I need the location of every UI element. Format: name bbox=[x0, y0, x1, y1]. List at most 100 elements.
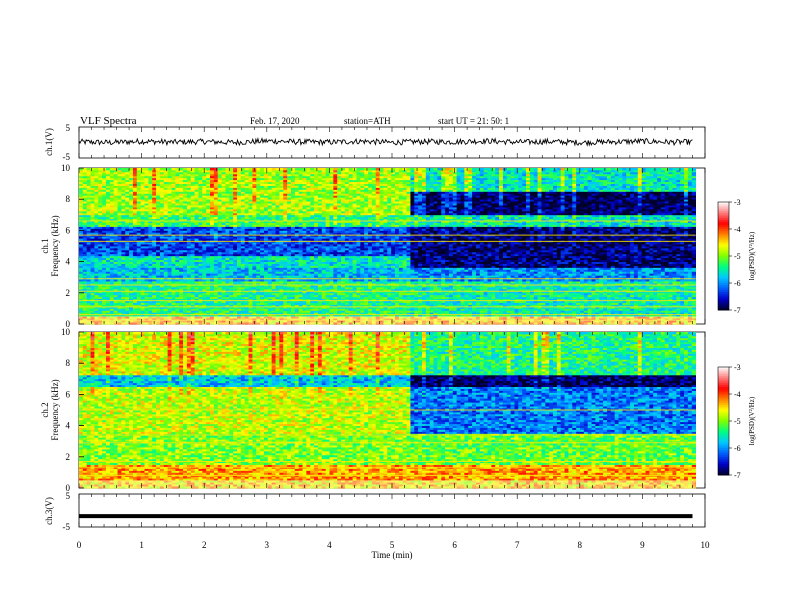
spectrogram-cell bbox=[94, 279, 99, 282]
spectrogram-cell bbox=[125, 246, 130, 249]
spectrogram-cell bbox=[136, 279, 142, 282]
spectrogram-cell bbox=[167, 207, 172, 210]
spectrogram-cell bbox=[86, 220, 91, 223]
spectrogram-cell bbox=[148, 312, 153, 315]
spectrogram-cell bbox=[125, 306, 130, 309]
spectrogram-cell bbox=[113, 228, 118, 231]
spectrogram-cell bbox=[206, 292, 211, 296]
spectrogram-cell bbox=[136, 191, 142, 194]
spectrogram-cell bbox=[183, 197, 188, 200]
spectrogram-cell bbox=[129, 271, 134, 274]
spectrogram-cell bbox=[248, 253, 253, 257]
spectrogram-cell bbox=[163, 189, 169, 192]
spectrogram-cell bbox=[113, 220, 118, 223]
spectrogram-cell bbox=[102, 283, 107, 286]
spectrogram-cell bbox=[140, 185, 145, 188]
spectrogram-cell bbox=[248, 232, 253, 235]
spectrogram-cell bbox=[186, 302, 192, 305]
spectrogram-cell bbox=[105, 286, 111, 290]
spectrogram-cell bbox=[256, 244, 261, 247]
spectrogram-cell bbox=[167, 251, 172, 255]
spectrogram-cell bbox=[121, 171, 126, 175]
spectrogram-cell bbox=[175, 169, 180, 173]
spectrogram-cell bbox=[198, 290, 203, 294]
spectrogram-cell bbox=[190, 201, 196, 204]
spectrogram-cell bbox=[179, 275, 184, 278]
spectrogram-cell bbox=[171, 288, 176, 292]
spectrogram-cell bbox=[252, 230, 257, 233]
spectrogram-cell bbox=[144, 308, 149, 311]
spectrogram-cell bbox=[233, 193, 238, 196]
spectrogram-cell bbox=[256, 230, 261, 233]
spectrogram-cell bbox=[125, 312, 130, 315]
spectrogram-cell bbox=[148, 316, 153, 319]
spectrogram-cell bbox=[206, 288, 211, 292]
spectrogram-cell bbox=[248, 318, 253, 321]
spectrogram-cell bbox=[109, 300, 115, 303]
spectrogram-cell bbox=[175, 290, 180, 294]
spectrogram-cell bbox=[113, 314, 118, 317]
spectrogram-cell bbox=[144, 246, 149, 249]
spectrogram-cell bbox=[171, 302, 176, 305]
spectrogram-cell bbox=[225, 310, 230, 313]
spectrogram-cell bbox=[248, 238, 253, 241]
spectrogram-cell bbox=[179, 222, 184, 225]
spectrogram-cell bbox=[113, 275, 118, 278]
spectrogram-cell bbox=[79, 251, 84, 255]
spectrogram-cell bbox=[183, 257, 188, 261]
spectrogram-cell bbox=[171, 320, 176, 323]
spectrogram-cell bbox=[221, 236, 226, 239]
spectrogram-cell bbox=[98, 175, 103, 179]
spectrogram-cell bbox=[213, 294, 219, 298]
spectrogram-cell bbox=[171, 283, 176, 286]
spectrogram-cell bbox=[136, 271, 142, 274]
spectrogram-cell bbox=[86, 187, 91, 190]
spectrogram-cell bbox=[190, 210, 196, 214]
spectrogram-cell bbox=[240, 203, 246, 206]
spectrogram-cell bbox=[94, 208, 99, 212]
spectrogram-cell bbox=[194, 320, 199, 323]
spectrogram-cell bbox=[136, 316, 142, 319]
spectrogram-cell bbox=[186, 224, 192, 227]
spectrogram-cell bbox=[129, 230, 134, 233]
spectrogram-cell bbox=[94, 259, 99, 262]
spectrogram-cell bbox=[140, 181, 145, 184]
spectrogram-cell bbox=[86, 183, 91, 186]
spectrogram-cell bbox=[248, 308, 253, 311]
spectrogram-cell bbox=[260, 189, 265, 192]
spectrogram-cell bbox=[206, 218, 211, 222]
spectrogram-cell bbox=[237, 296, 242, 300]
spectrogram-cell bbox=[86, 318, 91, 321]
spectrogram-cell bbox=[136, 189, 142, 192]
spectrogram-cell bbox=[102, 236, 107, 239]
spectrogram-cell bbox=[144, 257, 149, 261]
spectrogram-cell bbox=[217, 197, 222, 200]
spectrogram-cell bbox=[148, 212, 153, 216]
spectrogram-cell bbox=[136, 244, 142, 247]
spectrogram-cell bbox=[136, 300, 142, 303]
spectrogram-cell bbox=[198, 281, 203, 284]
spectrogram-cell bbox=[132, 208, 138, 212]
spectrogram-cell bbox=[156, 261, 161, 264]
spectrogram-cell bbox=[260, 216, 265, 220]
spectrogram-cell bbox=[148, 308, 153, 311]
spectrogram-cell bbox=[129, 320, 134, 323]
spectrogram-cell bbox=[148, 285, 153, 288]
spectrogram-cell bbox=[132, 285, 138, 288]
spectrogram-cell bbox=[248, 304, 253, 307]
spectrogram-cell bbox=[171, 214, 176, 218]
spectrogram-cell bbox=[221, 189, 226, 192]
spectrogram-cell bbox=[229, 271, 234, 274]
spectrogram-cell bbox=[132, 249, 138, 253]
spectrogram-cell bbox=[217, 177, 222, 181]
spectrogram-cell bbox=[159, 257, 165, 261]
spectrogram-cell bbox=[132, 288, 138, 292]
spectrogram-cell bbox=[82, 269, 88, 272]
spectrogram-cell bbox=[113, 298, 118, 301]
spectrogram-cell bbox=[90, 199, 95, 202]
header-date: Feb. 17, 2020 bbox=[250, 116, 300, 126]
spectrogram-cell bbox=[186, 212, 192, 216]
spectrogram-cell bbox=[229, 238, 234, 241]
spectrogram-cell bbox=[79, 263, 84, 266]
spectrogram-cell bbox=[233, 236, 238, 239]
